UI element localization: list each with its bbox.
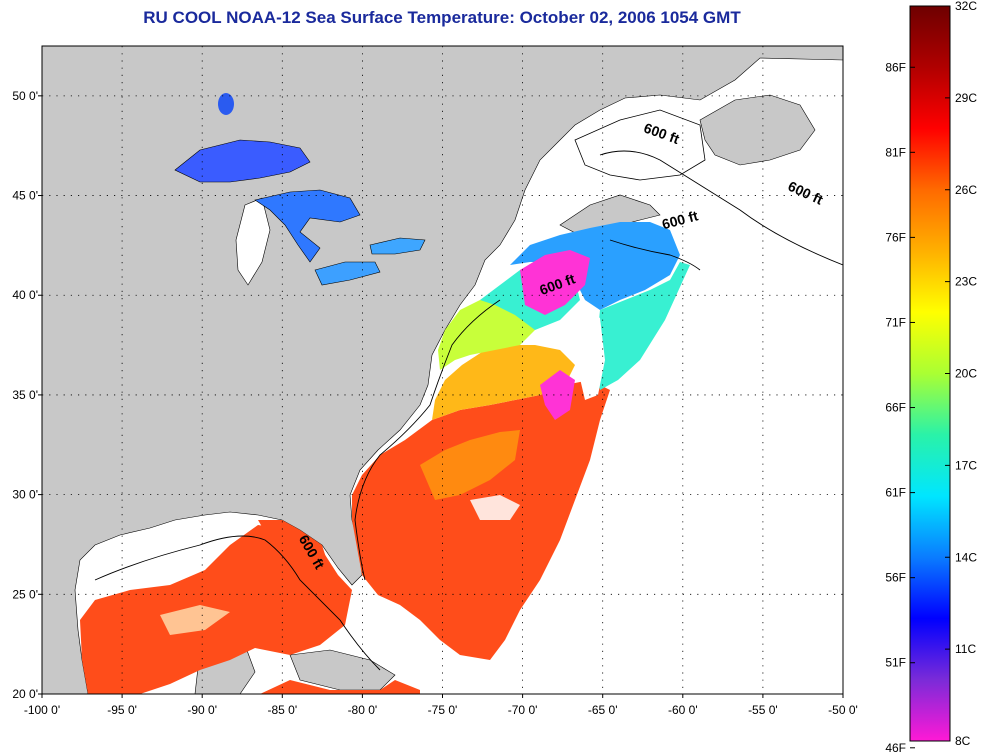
cuba-land	[289, 649, 396, 691]
colorbar-f-label: 51F	[885, 656, 906, 670]
colorbar-celsius-labels: 32C 29C 26C 23C 20C 17C 14C 11C 8C	[945, 0, 977, 748]
map-title: RU COOL NOAA-12 Sea Surface Temperature:…	[143, 8, 741, 27]
x-tick-label: -80 0'	[348, 703, 378, 717]
colorbar-f-label: 71F	[885, 315, 906, 329]
colorbar-fahrenheit-labels: 86F 81F 76F 71F 66F 61F 56F 51F 46F	[885, 60, 915, 754]
y-tick-label: 45 0'	[12, 189, 38, 203]
colorbar-c-label: 32C	[955, 0, 977, 13]
x-tick-label: -60 0'	[668, 703, 698, 717]
colorbar-c-label: 29C	[955, 91, 977, 105]
colorbar-f-label: 86F	[885, 60, 906, 74]
y-tick-label: 20 0'	[12, 687, 38, 701]
colorbar-f-label: 76F	[885, 230, 906, 244]
sst-data-layer	[80, 222, 690, 694]
colorbar-c-label: 11C	[955, 642, 976, 656]
colorbar-c-label: 17C	[955, 458, 977, 472]
x-tick-label: -75 0'	[428, 703, 458, 717]
colorbar-gradient	[909, 5, 951, 742]
y-tick-label: 40 0'	[12, 288, 38, 302]
colorbar-f-label: 61F	[885, 486, 906, 500]
lat-lon-grid	[42, 46, 843, 694]
x-tick-label: -100 0'	[24, 703, 60, 717]
isobath-600ft	[94, 150, 843, 671]
newfoundland-land	[699, 94, 816, 166]
x-tick-label: -85 0'	[267, 703, 297, 717]
great-lakes	[174, 93, 426, 286]
x-tick-label: -70 0'	[508, 703, 538, 717]
colorbar-f-label: 66F	[885, 401, 906, 415]
longitude-axis: -100 0' -95 0' -90 0' -85 0' -80 0' -75 0' -70…	[24, 694, 858, 717]
y-tick-label: 25 0'	[12, 587, 38, 601]
colorbar-f-label: 81F	[885, 145, 906, 159]
x-tick-label: -65 0'	[588, 703, 618, 717]
x-tick-label: -90 0'	[187, 703, 217, 717]
colorbar-c-label: 26C	[955, 183, 977, 197]
y-tick-label: 30 0'	[12, 488, 38, 502]
north-america-land	[42, 46, 843, 694]
colorbar-c-label: 8C	[955, 734, 971, 748]
x-tick-label: -55 0'	[748, 703, 778, 717]
x-tick-label: -95 0'	[107, 703, 137, 717]
y-tick-label: 35 0'	[12, 388, 38, 402]
gulf-st-lawrence	[574, 109, 706, 181]
colorbar-f-label: 46F	[885, 741, 906, 754]
colorbar-c-label: 23C	[955, 275, 977, 289]
latitude-axis: 20 0' 25 0' 30 0' 35 0' 40 0' 45 0' 50 0'	[12, 89, 42, 701]
colorbar-c-label: 14C	[955, 550, 977, 564]
y-tick-label: 50 0'	[12, 89, 38, 103]
colorbar: 86F 81F 76F 71F 66F 61F 56F 51F 46F 32C 29C 26C 23C…	[885, 0, 977, 754]
colorbar-c-label: 20C	[955, 367, 977, 381]
x-tick-label: -50 0'	[828, 703, 858, 717]
colorbar-f-label: 56F	[885, 571, 906, 585]
